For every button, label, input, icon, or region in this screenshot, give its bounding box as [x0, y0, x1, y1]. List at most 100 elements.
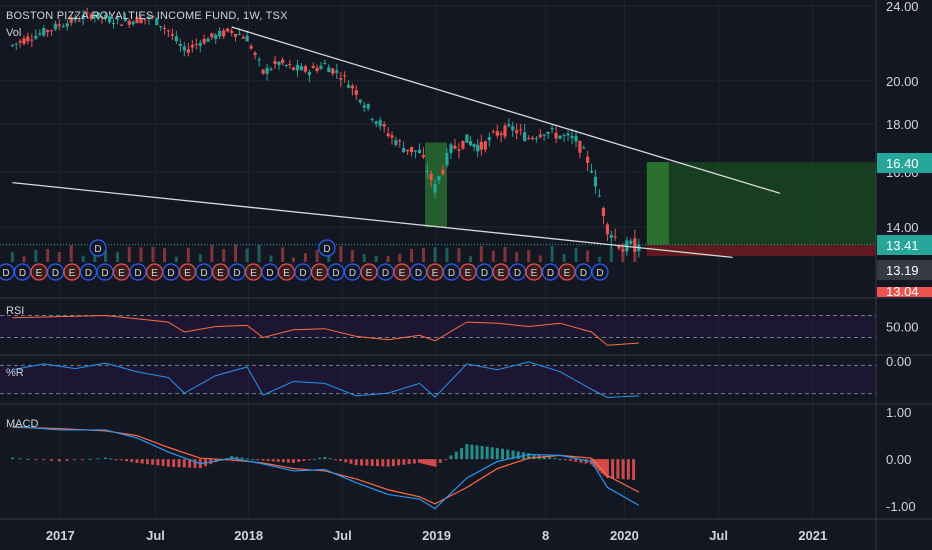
macd-histogram-bar [603, 459, 607, 476]
event-marker-label: D [596, 268, 603, 279]
macd-histogram-bar [584, 459, 588, 464]
macd-histogram-bar [616, 459, 620, 479]
candle-body [617, 245, 621, 249]
candle-body [601, 207, 606, 217]
y-tick-label: 24.00 [886, 0, 919, 14]
volume-bar [374, 255, 378, 262]
candle-body [151, 16, 155, 18]
candle-body [417, 149, 422, 154]
macd-histogram-bar [428, 459, 432, 466]
event-marker-label: E [118, 268, 125, 279]
candle-body [534, 138, 538, 140]
candle-body [73, 16, 77, 21]
macd-histogram-bar [412, 459, 416, 464]
candle-body [429, 173, 433, 180]
macd-histogram-bar [438, 459, 442, 463]
candle-body [554, 132, 558, 139]
macd-histogram-bar [391, 459, 395, 467]
macd-histogram-bar [145, 459, 149, 465]
candle-body [38, 33, 42, 35]
macd-histogram-bar [516, 451, 520, 460]
candle-body [519, 129, 523, 131]
candle-body [131, 21, 135, 25]
macd-histogram-bar [460, 447, 464, 460]
event-marker-label: E [564, 268, 571, 279]
candle-body [578, 141, 582, 153]
event-marker-label: E [283, 268, 290, 279]
macd-histogram-bar [307, 459, 311, 461]
event-marker-label: D [101, 268, 108, 279]
candle-body [182, 46, 186, 51]
candle-body [253, 52, 257, 56]
candle-body [605, 224, 610, 235]
candle-body [241, 36, 245, 39]
candle-body [546, 131, 550, 135]
macd-histogram-bar [245, 458, 249, 460]
macd-histogram-bar [65, 459, 69, 461]
candle-body [405, 149, 410, 152]
macd-histogram-bar [605, 459, 609, 478]
rsi-band [0, 315, 876, 338]
volume-bar [104, 250, 108, 262]
candle-body [570, 136, 574, 139]
candle-body [593, 176, 598, 187]
candle-body [69, 17, 73, 23]
macd-histogram-bar [333, 459, 337, 461]
candle-body [558, 135, 562, 139]
volume-bar [151, 246, 155, 262]
candle-body [343, 75, 347, 77]
volume-bar [10, 252, 14, 262]
macd-histogram-bar [240, 457, 244, 460]
event-marker-label: D [580, 268, 587, 279]
macd-histogram-bar [423, 459, 427, 465]
volume-bar [257, 244, 261, 262]
x-tick-label: Jul [333, 528, 352, 543]
candle-body [284, 64, 288, 66]
macd-histogram-bar [188, 459, 192, 468]
macd-histogram-bar [632, 459, 636, 480]
candle-body [198, 42, 202, 46]
x-tick-label: 2020 [610, 528, 639, 543]
candle-body [237, 33, 242, 35]
volume-bar [503, 246, 507, 262]
volume-bar [234, 244, 238, 262]
y-tick-label: 20.00 [886, 74, 919, 89]
event-marker-label: E [184, 268, 191, 279]
candle-body [323, 63, 327, 65]
candle-body [49, 30, 54, 32]
candle-body [249, 46, 253, 49]
event-marker-label: D [2, 268, 9, 279]
macd-histogram-bar [495, 447, 499, 460]
macd-histogram-bar [177, 459, 181, 468]
y-tick-label: 1.00 [886, 405, 911, 420]
macd-histogram-bar [397, 459, 401, 466]
macd-histogram-bar [344, 459, 348, 463]
volume-bar [597, 256, 601, 262]
event-marker-label: E [399, 268, 406, 279]
event-marker-label: E [366, 268, 373, 279]
volume-bar [281, 247, 285, 262]
candle-body [123, 18, 127, 21]
candle-body [366, 104, 370, 109]
wr-band [0, 365, 876, 394]
candle-body [461, 140, 465, 149]
macd-histogram-bar [354, 459, 358, 466]
event-marker-label: E [432, 268, 439, 279]
volume-bar [457, 248, 461, 262]
candle-body [562, 134, 566, 136]
price-badge-label: 13.19 [886, 263, 919, 278]
macd-histogram-bar [256, 459, 260, 461]
candle-body [26, 36, 30, 42]
macd-histogram-bar [140, 459, 144, 464]
x-tick-label: 2017 [46, 528, 75, 543]
volume-bar [515, 252, 519, 262]
event-marker-label: D [547, 268, 554, 279]
macd-histogram-bar [156, 459, 160, 466]
candle-body [53, 23, 57, 30]
event-marker-label: E [465, 268, 472, 279]
macd-histogram-bar [271, 459, 275, 462]
candle-body [288, 63, 292, 65]
candle-body [30, 39, 34, 41]
candle-body [527, 138, 531, 140]
